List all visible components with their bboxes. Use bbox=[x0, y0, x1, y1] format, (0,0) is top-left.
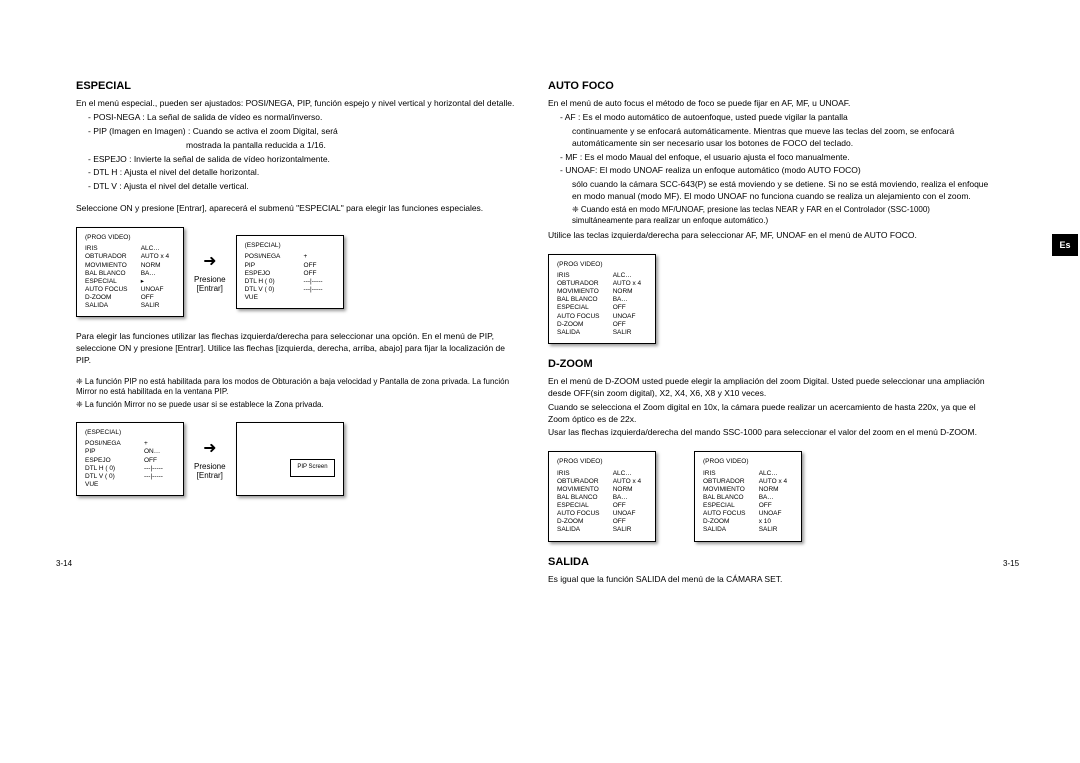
bullet: - ESPEJO : Invierte la señal de salida d… bbox=[76, 154, 518, 166]
heading-autofoco: AUTO FOCO bbox=[548, 80, 990, 92]
heading-dzoom: D-ZOOM bbox=[548, 358, 990, 370]
bullet: - PIP (Imagen en Imagen) : Cuando se act… bbox=[76, 126, 518, 138]
heading-salida: SALIDA bbox=[548, 556, 990, 568]
osd-row-2: (ESPECIAL) POSI/NEGA+PIPON…ESPEJOOFFDTL … bbox=[76, 422, 518, 496]
osd-table: IRISALC…OBTURADORAUTO x 4MOVIMIENTONORMB… bbox=[703, 470, 793, 535]
arrow-group: ➜ Presione [Entrar] bbox=[194, 438, 226, 480]
osd-row-1: (PROG VIDEO) IRISALC…OBTURADORAUTO x 4MO… bbox=[76, 227, 518, 317]
bullet: - MF : Es el modo Maual del enfoque, el … bbox=[548, 152, 990, 164]
osd-table: IRISALC…OBTURADORAUTO x 4MOVIMIENTONORMB… bbox=[557, 272, 647, 337]
page-left: ESPECIAL En el menú especial., pueden se… bbox=[76, 76, 518, 587]
bullet: - DTL V : Ajusta el nivel del detalle ve… bbox=[76, 181, 518, 193]
arrow-group: ➜ Presione [Entrar] bbox=[194, 251, 226, 293]
text: Seleccione ON y presione [Entrar], apare… bbox=[76, 203, 518, 215]
text: Es igual que la función SALIDA del menú … bbox=[548, 574, 990, 586]
bullet: - AF : Es el modo automático de autoenfo… bbox=[548, 112, 990, 124]
osd-prog-video-b: (PROG VIDEO) IRISALC…OBTURADORAUTO x 4MO… bbox=[694, 451, 802, 541]
osd-table: IRISALC…OBTURADORAUTO x 4MOVIMIENTONORMB… bbox=[85, 245, 175, 310]
arrow-right-icon: ➜ bbox=[194, 438, 226, 458]
text: En el menú de D-ZOOM usted puede elegir … bbox=[548, 376, 990, 400]
heading-especial: ESPECIAL bbox=[76, 80, 518, 92]
note: ❈ Cuando está en modo MF/UNOAF, presione… bbox=[548, 205, 990, 226]
text: Cuando se selecciona el Zoom digital en … bbox=[548, 402, 990, 426]
osd-row-4: (PROG VIDEO) IRISALC…OBTURADORAUTO x 4MO… bbox=[548, 451, 990, 541]
osd-prog-video-a: (PROG VIDEO) IRISALC…OBTURADORAUTO x 4MO… bbox=[548, 451, 656, 541]
enter-label: [Entrar] bbox=[194, 471, 226, 480]
osd-prog-video: (PROG VIDEO) IRISALC…OBTURADORAUTO x 4MO… bbox=[548, 254, 656, 344]
osd-especial-2: (ESPECIAL) POSI/NEGA+PIPON…ESPEJOOFFDTL … bbox=[76, 422, 184, 496]
text: Para elegir las funciones utilizar las f… bbox=[76, 331, 518, 367]
enter-label: [Entrar] bbox=[194, 284, 226, 293]
pip-inner-box: PIP Screen bbox=[290, 459, 334, 477]
text: Utilice las teclas izquierda/derecha par… bbox=[548, 230, 990, 242]
osd-table: POSI/NEGA+PIPOFFESPEJOOFFDTL H ( 0)---|-… bbox=[245, 253, 335, 302]
bullet-cont: continuamente y se enfocará automáticame… bbox=[548, 126, 990, 150]
arrow-right-icon: ➜ bbox=[194, 251, 226, 271]
press-label: Presione bbox=[194, 462, 226, 471]
osd-table: POSI/NEGA+PIPON…ESPEJOOFFDTL H ( 0)---|-… bbox=[85, 440, 175, 489]
osd-pip-screen: PIP Screen bbox=[236, 422, 344, 496]
page-number-left: 3-14 bbox=[56, 559, 72, 568]
osd-table: IRISALC…OBTURADORAUTO x 4MOVIMIENTONORMB… bbox=[557, 470, 647, 535]
press-label: Presione bbox=[194, 275, 226, 284]
page-right: Es AUTO FOCO En el menú de auto focus el… bbox=[548, 76, 1034, 587]
bullet-cont: mostrada la pantalla reducida a 1/16. bbox=[76, 140, 518, 152]
page-number-right: 3-15 bbox=[1003, 559, 1019, 568]
text: En el menú de auto focus el método de fo… bbox=[548, 98, 990, 110]
bullet-cont: sólo cuando la cámara SCC-643(P) se está… bbox=[548, 179, 990, 203]
osd-row-3: (PROG VIDEO) IRISALC…OBTURADORAUTO x 4MO… bbox=[548, 254, 990, 344]
lang-tab: Es bbox=[1052, 234, 1078, 256]
text: Usar las flechas izquierda/derecha del m… bbox=[548, 427, 990, 439]
bullet: - POSI-NEGA : La señal de salida de víde… bbox=[76, 112, 518, 124]
note: ❈ La función Mirror no se puede usar si … bbox=[76, 400, 518, 410]
note: ❈ La función PIP no está habilitada para… bbox=[76, 377, 518, 398]
osd-especial: (ESPECIAL) POSI/NEGA+PIPOFFESPEJOOFFDTL … bbox=[236, 235, 344, 309]
osd-prog-video: (PROG VIDEO) IRISALC…OBTURADORAUTO x 4MO… bbox=[76, 227, 184, 317]
bullet: - UNOAF: El modo UNOAF realiza un enfoqu… bbox=[548, 165, 990, 177]
bullet: - DTL H : Ajusta el nivel del detalle ho… bbox=[76, 167, 518, 179]
text: En el menú especial., pueden ser ajustad… bbox=[76, 98, 518, 110]
